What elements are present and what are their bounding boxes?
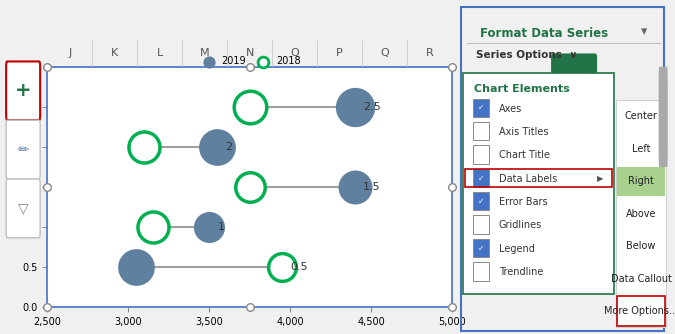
Text: Data Callout: Data Callout	[611, 274, 672, 284]
Text: 2: 2	[225, 142, 233, 152]
Text: Center: Center	[624, 112, 657, 122]
FancyBboxPatch shape	[472, 169, 489, 187]
Legend: 2019, 2018: 2019, 2018	[195, 52, 304, 70]
Text: ✓: ✓	[478, 197, 484, 206]
Text: O: O	[290, 48, 299, 58]
Text: Axes: Axes	[499, 104, 522, 114]
Point	[277, 265, 288, 270]
Text: Below: Below	[626, 241, 655, 251]
Text: More Options...: More Options...	[604, 306, 675, 316]
Point	[447, 305, 458, 310]
Text: Q: Q	[381, 48, 389, 58]
Text: 2.5: 2.5	[363, 102, 381, 112]
Text: 1: 1	[217, 222, 224, 232]
Text: Above: Above	[626, 209, 656, 219]
Text: Error Bars: Error Bars	[499, 197, 547, 207]
Text: ✓: ✓	[478, 104, 484, 112]
Point	[204, 224, 215, 230]
Text: K: K	[111, 48, 118, 58]
Point	[212, 144, 223, 150]
Text: ✓: ✓	[478, 174, 484, 182]
Point	[447, 64, 458, 69]
Text: Gridlines: Gridlines	[499, 220, 542, 230]
Point	[147, 224, 158, 230]
Text: Right: Right	[628, 176, 654, 186]
Text: Trendline: Trendline	[499, 267, 543, 277]
Text: Series Options  ∨: Series Options ∨	[476, 50, 577, 60]
FancyBboxPatch shape	[472, 99, 489, 117]
FancyBboxPatch shape	[472, 239, 489, 257]
Text: +: +	[15, 81, 32, 100]
Text: ▶: ▶	[597, 174, 603, 183]
Point	[244, 184, 255, 190]
Text: Chart Title: Chart Title	[499, 150, 549, 160]
Text: M: M	[200, 48, 209, 58]
FancyBboxPatch shape	[472, 262, 489, 281]
Text: 1.5: 1.5	[363, 182, 381, 192]
Point	[350, 184, 360, 190]
FancyBboxPatch shape	[472, 145, 489, 164]
Point	[42, 64, 53, 69]
FancyBboxPatch shape	[616, 100, 666, 327]
Text: N: N	[246, 48, 254, 58]
FancyBboxPatch shape	[6, 179, 40, 238]
FancyBboxPatch shape	[659, 67, 668, 167]
Text: Format Data Series: Format Data Series	[480, 27, 608, 40]
FancyBboxPatch shape	[617, 297, 665, 326]
Text: Data Labels: Data Labels	[499, 174, 557, 184]
Point	[139, 144, 150, 150]
FancyBboxPatch shape	[617, 167, 665, 196]
Text: ▽: ▽	[18, 201, 28, 215]
FancyBboxPatch shape	[6, 61, 40, 120]
Point	[244, 305, 255, 310]
Text: Left: Left	[632, 144, 650, 154]
Point	[131, 265, 142, 270]
Text: ▾: ▾	[641, 25, 647, 38]
Point	[42, 305, 53, 310]
Point	[350, 104, 360, 110]
FancyBboxPatch shape	[551, 53, 597, 80]
Text: 0.5: 0.5	[290, 262, 308, 272]
Text: Axis Titles: Axis Titles	[499, 127, 548, 137]
Text: J: J	[68, 48, 72, 58]
Point	[244, 104, 255, 110]
Point	[42, 184, 53, 190]
FancyBboxPatch shape	[472, 122, 489, 140]
Point	[244, 64, 255, 69]
Text: ✏: ✏	[18, 143, 29, 157]
Text: Legend: Legend	[499, 244, 535, 254]
FancyBboxPatch shape	[6, 120, 40, 179]
Text: L: L	[157, 48, 163, 58]
Text: Chart Elements: Chart Elements	[474, 84, 570, 94]
FancyBboxPatch shape	[472, 192, 489, 210]
Text: P: P	[336, 48, 343, 58]
Text: ✓: ✓	[478, 244, 484, 253]
FancyBboxPatch shape	[463, 73, 614, 294]
Point	[447, 184, 458, 190]
FancyBboxPatch shape	[472, 215, 489, 234]
Text: R: R	[426, 48, 433, 58]
